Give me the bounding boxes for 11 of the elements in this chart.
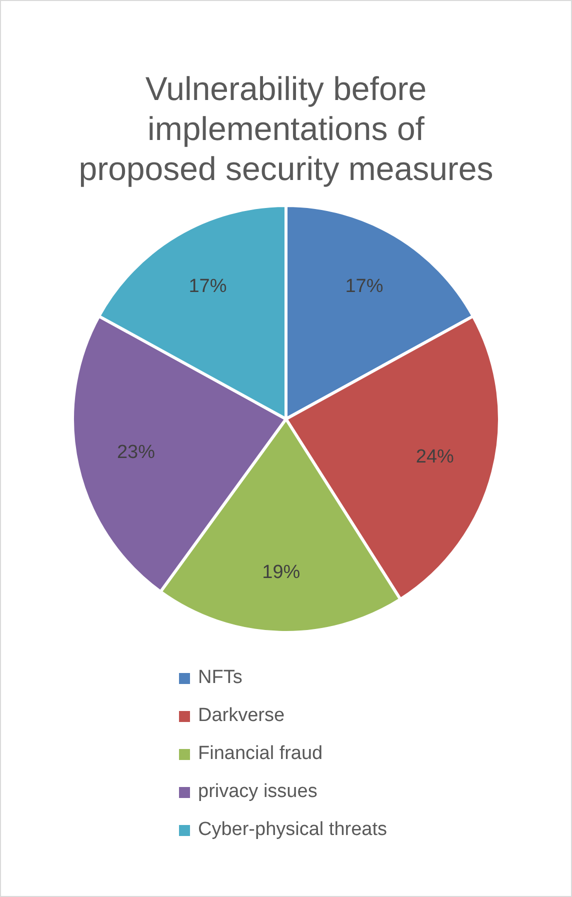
- legend-label: Darkverse: [198, 705, 285, 727]
- legend-label: privacy issues: [198, 781, 318, 803]
- legend-label: Cyber-physical threats: [198, 819, 388, 841]
- legend-label: NFTs: [198, 667, 242, 689]
- chart-title: Vulnerability before implementations of proposed security measures: [78, 69, 494, 189]
- data-label: 24%: [416, 446, 454, 468]
- data-label: 17%: [188, 276, 227, 297]
- legend-label: Financial fraud: [198, 743, 323, 765]
- data-label: 23%: [116, 442, 156, 463]
- data-label: 17%: [345, 276, 384, 297]
- data-label: 19%: [262, 562, 300, 583]
